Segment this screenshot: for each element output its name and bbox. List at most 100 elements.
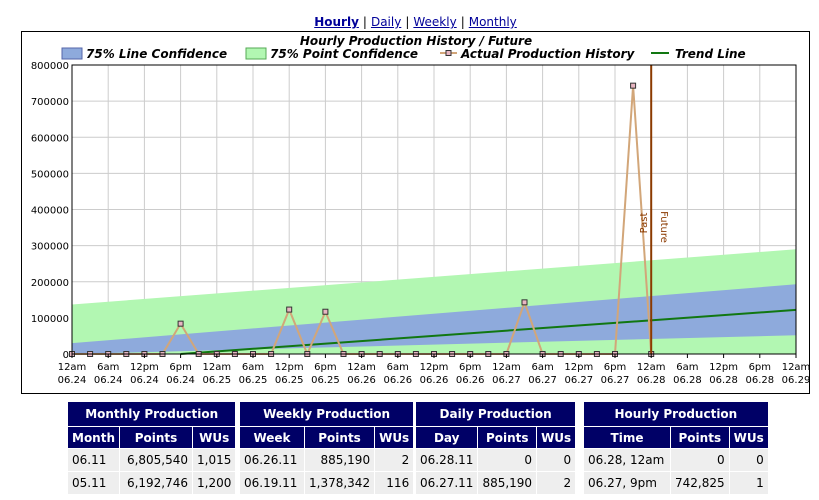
x-tick-label: 12am: [637, 362, 666, 373]
x-tick-label: 12pm: [564, 362, 593, 373]
x-tick-label: 12pm: [420, 362, 449, 373]
column-header: Time: [583, 426, 671, 449]
chart-title: Hourly Production History / Future: [300, 34, 532, 48]
x-tick-date-label: 06.25: [239, 375, 268, 386]
legend-label-point-confidence: 75% Point Confidence: [270, 47, 418, 61]
x-tick-date-label: 06.26: [347, 375, 376, 386]
table-row: 06.19.11 1,378,342 116: [239, 471, 415, 495]
x-tick-label: 6pm: [459, 362, 481, 373]
column-header: Points: [119, 426, 194, 449]
y-tick-label: 600000: [31, 133, 69, 144]
x-tick-label: 6am: [97, 362, 119, 373]
chart-svg: Hourly Production History / Future 75% L…: [21, 31, 810, 394]
x-tick-label: 12am: [782, 362, 810, 373]
tab-monthly[interactable]: Monthly: [468, 15, 517, 29]
x-tick-label: 6pm: [604, 362, 626, 373]
past-label: Past: [639, 213, 650, 234]
table-cell: 2: [374, 448, 415, 472]
table-row: 06.28, 12am 0 0: [583, 448, 769, 472]
chart-legend: 75% Line Confidence 75% Point Confidence A…: [61, 47, 746, 61]
tab-separator: |: [460, 15, 465, 29]
y-tick-label: 500000: [31, 169, 69, 180]
table-cell: 6,192,746: [119, 471, 194, 495]
column-header: Week: [239, 426, 305, 449]
legend-swatch-line-confidence: [61, 47, 83, 60]
table-cell: 06.27, 9pm: [583, 471, 671, 495]
table-cell: 06.11: [66, 448, 121, 472]
legend-label-actual: Actual Production History: [460, 47, 636, 61]
x-tick-date-label: 06.24: [130, 375, 159, 386]
x-tick-label: 12pm: [275, 362, 304, 373]
table-cell: 1,200: [192, 471, 237, 495]
tab-daily[interactable]: Daily: [370, 15, 402, 29]
table-caption: Weekly Production: [238, 401, 415, 427]
x-tick-label: 6pm: [169, 362, 191, 373]
tab-separator: |: [362, 15, 367, 29]
column-header: Points: [303, 426, 376, 449]
x-tick-date-label: 06.25: [311, 375, 340, 386]
y-tick-label: 800000: [31, 61, 69, 72]
table-cell: 885,190: [477, 471, 538, 495]
column-header: WUs: [728, 426, 769, 449]
table-row: 06.27, 9pm 742,825 1: [583, 471, 769, 495]
table-caption: Hourly Production: [583, 401, 769, 427]
table-cell: 06.28, 12am: [583, 448, 671, 472]
x-tick-date-label: 06.24: [94, 375, 123, 386]
table-row: 06.27.11 885,190 2: [414, 471, 577, 495]
production-chart: Hourly Production History / Future 75% L…: [21, 31, 810, 394]
actual-production-point: [177, 320, 184, 327]
confidence-bands: [72, 249, 796, 354]
table-cell: 0: [536, 448, 577, 472]
weekly-production-table: Weekly Production Week Points WUs 06.26.…: [238, 401, 415, 495]
x-tick-date-label: 06.28: [637, 375, 666, 386]
column-header: Points: [670, 426, 730, 449]
table-cell: 1: [728, 471, 769, 495]
table-cell: 0: [670, 448, 730, 472]
column-header: WUs: [192, 426, 237, 449]
table-cell: 742,825: [670, 471, 730, 495]
x-tick-date-label: 06.27: [601, 375, 630, 386]
table-row: 06.26.11 885,190 2: [239, 448, 415, 472]
trend-line: [180, 308, 797, 355]
table-cell: 06.27.11: [414, 471, 479, 495]
y-tick-label: 0: [63, 350, 69, 361]
tab-hourly[interactable]: Hourly: [314, 15, 359, 29]
y-tick-label: 700000: [31, 97, 69, 108]
y-tick-label: 200000: [31, 278, 69, 289]
actual-production-point: [521, 299, 528, 306]
x-tick-label: 12am: [58, 362, 87, 373]
table-cell: 05.11: [66, 471, 121, 495]
table-cell: 116: [374, 471, 415, 495]
column-header: Month: [66, 426, 121, 449]
x-tick-label: 12pm: [709, 362, 738, 373]
y-tick-label: 400000: [31, 206, 69, 217]
x-tick-label: 6am: [676, 362, 698, 373]
daily-production-table: Daily Production Day Points WUs 06.28.11…: [414, 401, 577, 495]
actual-production-point: [286, 306, 293, 313]
tab-weekly[interactable]: Weekly: [413, 15, 457, 29]
monthly-production-table: Monthly Production Month Points WUs 06.1…: [66, 401, 237, 495]
x-tick-date-label: 06.28: [709, 375, 738, 386]
x-tick-date-label: 06.28: [673, 375, 702, 386]
table-cell: 0: [477, 448, 538, 472]
x-tick-label: 6am: [242, 362, 264, 373]
x-tick-label: 12pm: [130, 362, 159, 373]
chart-axes: 0 100000 200000 300000 400000 500000 600000 700…: [31, 61, 811, 386]
y-tick-label: 100000: [31, 314, 69, 325]
x-tick-label: 6pm: [314, 362, 336, 373]
x-tick-date-label: 06.27: [492, 375, 521, 386]
table-cell: 2: [536, 471, 577, 495]
x-tick-date-label: 06.26: [383, 375, 412, 386]
column-header: Points: [477, 426, 538, 449]
x-tick-label: 12am: [203, 362, 232, 373]
column-header: Day: [414, 426, 479, 449]
actual-production-point: [322, 308, 329, 315]
x-tick-label: 12am: [347, 362, 376, 373]
x-tick-date-label: 06.26: [420, 375, 449, 386]
x-tick-label: 6am: [387, 362, 409, 373]
table-caption: Daily Production: [414, 401, 577, 427]
table-cell: 06.19.11: [239, 471, 305, 495]
x-tick-date-label: 06.25: [275, 375, 304, 386]
x-tick-date-label: 06.27: [528, 375, 557, 386]
future-label: Future: [658, 211, 669, 243]
